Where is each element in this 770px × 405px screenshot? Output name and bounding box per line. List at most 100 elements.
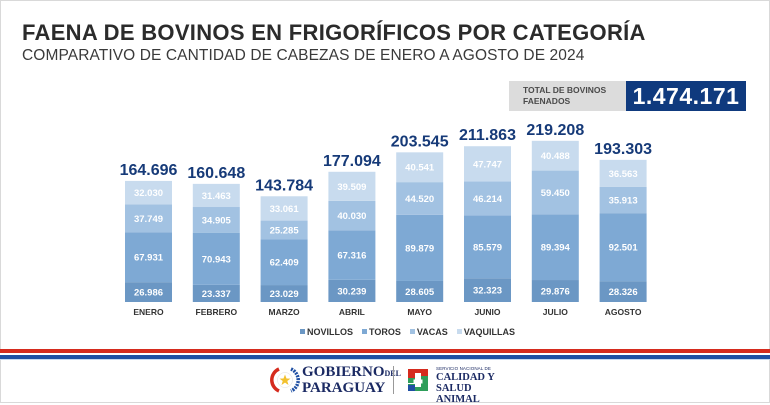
bar-group-marzo: 23.029 62.409 25.285 33.061 143.784 MARZO — [255, 177, 313, 317]
legend-swatch — [362, 329, 368, 334]
legend-swatch — [409, 329, 415, 334]
bar-segment-vaquillas — [531, 140, 579, 171]
bar-segment-vacas — [328, 200, 376, 231]
logo-divider — [393, 366, 394, 394]
gov-line2: PARAGUAY — [302, 380, 386, 396]
bar-segment-toros — [531, 214, 579, 281]
total-bovinos-box: TOTAL DE BOVINOS FAENADOS 1.474.171 — [509, 81, 746, 111]
bar-segment-novillos — [260, 285, 308, 302]
gobierno-paraguay-text: GOBIERNODEL PARAGUAY — [302, 365, 401, 396]
segment-value-label: 67.316 — [337, 251, 366, 262]
bar-segment-vaquillas — [328, 171, 376, 201]
x-tick-label: JUNIO — [475, 307, 501, 317]
bar-segment-toros — [328, 230, 376, 280]
bar-segment-novillos — [125, 282, 172, 302]
segment-value-label: 25.285 — [270, 225, 300, 236]
bar-segment-novillos — [192, 284, 240, 302]
bar-segment-novillos — [396, 280, 444, 302]
legend-label: VACAS — [416, 327, 448, 337]
bar-segment-vacas — [599, 186, 647, 214]
segment-value-label: 30.239 — [337, 286, 366, 297]
bar-group-junio: 32.323 85.579 46.214 47.747 211.863 JUNIO — [459, 127, 516, 317]
chart-legend: NOVILLOS TOROS VACAS VAQUILLAS — [300, 327, 524, 337]
segment-value-label: 62.409 — [270, 258, 299, 269]
legend-item-toros: TOROS — [362, 327, 401, 337]
segment-value-label: 40.030 — [337, 211, 366, 222]
segment-value-label: 28.605 — [405, 287, 435, 298]
bar-total-label: 177.094 — [323, 153, 381, 170]
segment-value-label: 28.326 — [609, 287, 638, 298]
bar-total-label: 164.696 — [120, 162, 178, 179]
bar-group-enero: 26.986 67.931 37.749 32.030 164.696 ENERO — [120, 162, 178, 317]
bar-group-julio: 29.876 89.394 59.450 40.488 219.208 JULIO — [526, 122, 584, 317]
x-tick-label: ABRIL — [339, 307, 365, 317]
x-tick-label: MARZO — [269, 307, 301, 317]
bar-segment-novillos — [464, 278, 511, 302]
flag-stripe-light — [0, 359, 770, 360]
x-tick-label: ENERO — [133, 307, 164, 317]
segment-value-label: 89.394 — [541, 243, 571, 254]
bar-segment-vaquillas — [192, 183, 240, 208]
bar-total-label: 203.545 — [391, 133, 449, 150]
bar-segment-vacas — [464, 181, 511, 216]
bar-segment-toros — [599, 213, 647, 282]
bar-total-label: 160.648 — [187, 165, 245, 182]
segment-value-label: 44.520 — [405, 194, 434, 205]
legend-label: TOROS — [369, 327, 401, 337]
segment-value-label: 35.913 — [609, 195, 638, 206]
segment-value-label: 59.450 — [541, 188, 570, 199]
segment-value-label: 92.501 — [609, 243, 639, 254]
segment-value-label: 37.749 — [134, 214, 163, 225]
flag-stripe-white — [0, 353, 770, 355]
bar-segment-vacas — [192, 207, 240, 233]
bar-total-label: 211.863 — [459, 127, 516, 144]
x-tick-label: JULIO — [543, 307, 568, 317]
senacsa-small-text: SERVICIO NACIONAL DE — [436, 366, 492, 371]
segment-value-label: 32.030 — [134, 188, 163, 199]
legend-swatch — [456, 329, 462, 334]
segment-value-label: 31.463 — [202, 191, 231, 202]
x-tick-label: MAYO — [407, 307, 432, 317]
bar-group-abril: 30.239 67.316 40.030 39.509 177.094 ABRIL — [323, 153, 381, 317]
bar-segment-toros — [125, 232, 172, 283]
legend-label: VAQUILLAS — [463, 327, 516, 337]
gobierno-paraguay-logo-icon — [270, 367, 300, 393]
bar-segment-vacas — [125, 204, 172, 233]
segment-value-label: 32.323 — [473, 286, 502, 297]
bar-segment-vaquillas — [125, 180, 172, 205]
bar-total-label: 193.303 — [594, 141, 652, 158]
segment-value-label: 26.986 — [134, 288, 163, 299]
bar-group-mayo: 28.605 89.879 44.520 40.541 203.545 MAYO — [391, 133, 449, 317]
bar-segment-novillos — [328, 279, 376, 302]
bar-segment-toros — [396, 214, 444, 281]
senacsa-line2: SALUD ANIMAL — [436, 383, 480, 405]
legend-item-novillos: NOVILLOS — [300, 327, 353, 337]
bar-group-febrero: 23.337 70.943 34.905 31.463 160.648 FEBRERO — [187, 165, 245, 317]
legend-item-vacas: VACAS — [409, 327, 448, 337]
bar-group-agosto: 28.326 92.501 35.913 36.563 193.303 AGOSTO — [594, 141, 652, 317]
total-label: TOTAL DE BOVINOS FAENADOS — [509, 81, 626, 111]
bar-segment-toros — [192, 232, 240, 285]
bar-segment-toros — [260, 239, 308, 286]
bar-segment-vacas — [260, 220, 308, 240]
stacked-bar-chart: 26.986 67.931 37.749 32.030 164.696 ENERO 23.3… — [120, 122, 653, 317]
segment-value-label: 36.563 — [609, 169, 638, 180]
segment-value-label: 29.876 — [541, 287, 570, 298]
bar-segment-vaquillas — [599, 159, 647, 187]
x-tick-label: FEBRERO — [196, 307, 238, 317]
bar-segment-vacas — [396, 182, 444, 215]
chart-title: FAENA DE BOVINOS EN FRIGORÍFICOS POR CAT… — [22, 20, 646, 45]
total-value: 1.474.171 — [626, 81, 746, 111]
bar-segment-vacas — [531, 170, 579, 215]
legend-item-vaquillas: VAQUILLAS — [456, 327, 516, 337]
segment-value-label: 23.029 — [270, 289, 299, 300]
segment-value-label: 67.931 — [134, 253, 164, 264]
segment-value-label: 85.579 — [473, 242, 502, 253]
total-label-line1: TOTAL DE BOVINOS — [523, 85, 607, 95]
bar-segment-novillos — [599, 281, 647, 302]
flag-stripe-red — [0, 349, 770, 353]
senacsa-text: CALIDAD Y SALUD ANIMAL — [436, 372, 510, 405]
segment-value-label: 23.337 — [202, 289, 231, 300]
segment-value-label: 40.488 — [541, 151, 570, 162]
segment-value-label: 89.879 — [405, 243, 434, 254]
